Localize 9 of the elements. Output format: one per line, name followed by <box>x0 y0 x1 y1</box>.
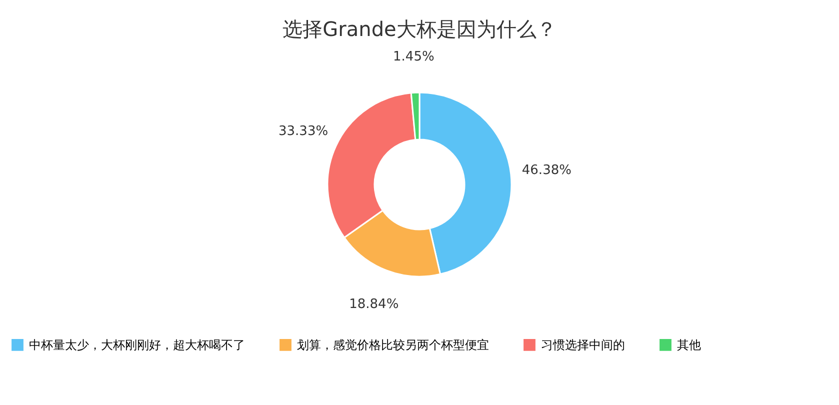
legend-label: 其他 <box>677 338 701 352</box>
data-label: 1.45% <box>393 50 434 65</box>
legend-label: 中杯量太少，大杯刚刚好，超大杯喝不了 <box>29 338 245 352</box>
data-label: 46.38% <box>522 162 572 178</box>
legend-label: 习惯选择中间的 <box>541 338 625 352</box>
data-label: 18.84% <box>349 297 399 312</box>
chart-title: 选择Grande大杯是因为什么？ <box>282 17 556 41</box>
data-label: 33.33% <box>278 124 328 139</box>
legend-label: 划算，感觉价格比较另两个杯型便宜 <box>297 338 489 352</box>
